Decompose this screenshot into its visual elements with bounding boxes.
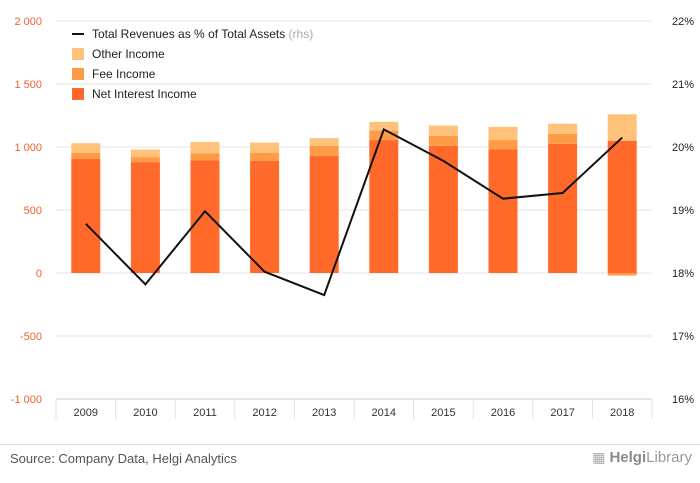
bar-net-interest-income-2014: [369, 140, 399, 273]
bar-fee-income-2018: [607, 273, 637, 276]
bar-other-income-2011: [190, 141, 220, 154]
legend-label: Net Interest Income: [92, 87, 197, 101]
left-axis-tick-label: 0: [36, 268, 42, 280]
x-axis-tick-label: 2018: [610, 407, 634, 419]
helgi-library-logo: ▦ HelgiLibrary: [592, 449, 692, 466]
legend-box-marker: [72, 88, 84, 100]
right-axis-tick-label: 19%: [672, 205, 694, 217]
left-axis-tick-label: -500: [20, 331, 42, 343]
bar-fee-income-2017: [548, 133, 578, 144]
x-axis-tick-label: 2017: [550, 407, 574, 419]
x-axis-tick-label: 2016: [491, 407, 515, 419]
left-axis-tick-label: 1 000: [14, 142, 42, 154]
footer-divider: [0, 444, 700, 445]
x-axis-tick-label: 2014: [372, 407, 396, 419]
bar-net-interest-income-2016: [488, 149, 518, 273]
x-axis-tick-label: 2015: [431, 407, 455, 419]
bar-fee-income-2014: [369, 130, 399, 141]
bar-other-income-2009: [71, 143, 101, 153]
legend-label: Total Revenues as % of Total Assets (rhs…: [92, 27, 313, 41]
legend-label: Fee Income: [92, 67, 156, 81]
bar-fee-income-2016: [488, 140, 518, 150]
bar-net-interest-income-2018: [607, 140, 637, 273]
right-axis-tick-label: 20%: [672, 142, 694, 154]
chart-svg: -1 000 -500 0 500 1 000 1 500 2 000 16% 17% 18% 19…: [11, 16, 694, 419]
bar-net-interest-income-2017: [548, 143, 578, 273]
bar-other-income-2010: [130, 149, 160, 158]
bar-fee-income-2015: [428, 135, 458, 146]
bar-net-interest-income-2011: [190, 160, 220, 273]
bar-fee-income-2011: [190, 153, 220, 161]
bar-net-interest-income-2012: [250, 160, 280, 273]
right-axis-tick-label: 21%: [672, 79, 694, 91]
bar-fee-income-2009: [71, 152, 101, 159]
bar-other-income-2014: [369, 121, 399, 131]
source-note: Source: Company Data, Helgi Analytics: [10, 451, 237, 466]
bar-fee-income-2013: [309, 145, 339, 156]
library-icon: ▦: [592, 449, 606, 465]
line-series-total-revenues-pct-assets: [85, 127, 623, 297]
x-axis-tick-label: 2011: [193, 407, 217, 419]
bar-fee-income-2012: [250, 152, 280, 161]
right-axis-tick-label: 16%: [672, 394, 694, 406]
bar-other-income-2017: [548, 123, 578, 134]
left-axis-tick-label: 1 500: [14, 79, 42, 91]
bar-other-income-2012: [250, 142, 280, 153]
left-axis-tick-label: 2 000: [14, 16, 42, 28]
x-axis-tick-label: 2009: [74, 407, 98, 419]
left-axis-tick-label: 500: [24, 205, 42, 217]
bar-net-interest-income-2009: [71, 158, 101, 273]
bar-other-income-2013: [309, 138, 339, 146]
bar-fee-income-2010: [130, 157, 160, 163]
right-axis-tick-label: 17%: [672, 331, 694, 343]
bar-other-income-2015: [428, 125, 458, 136]
logo-text-suffix: Library: [646, 449, 692, 466]
x-axis-tick-label: 2012: [252, 407, 276, 419]
bar-net-interest-income-2010: [130, 162, 160, 273]
bar-other-income-2016: [488, 126, 518, 141]
right-axis-tick-label: 22%: [672, 16, 694, 28]
legend-box-marker: [72, 48, 84, 60]
bar-net-interest-income-2015: [428, 145, 458, 273]
legend-label-suffix: (rhs): [285, 27, 313, 41]
bar-net-interest-income-2013: [309, 155, 339, 273]
left-axis-tick-label: -1 000: [11, 394, 42, 406]
x-axis-tick-label: 2013: [312, 407, 336, 419]
legend-label: Other Income: [92, 47, 165, 61]
right-axis-tick-label: 18%: [672, 268, 694, 280]
legend-box-marker: [72, 68, 84, 80]
logo-text-prefix: Helgi: [609, 449, 647, 466]
bar-other-income-2018: [607, 114, 637, 141]
x-axis-tick-label: 2010: [133, 407, 157, 419]
